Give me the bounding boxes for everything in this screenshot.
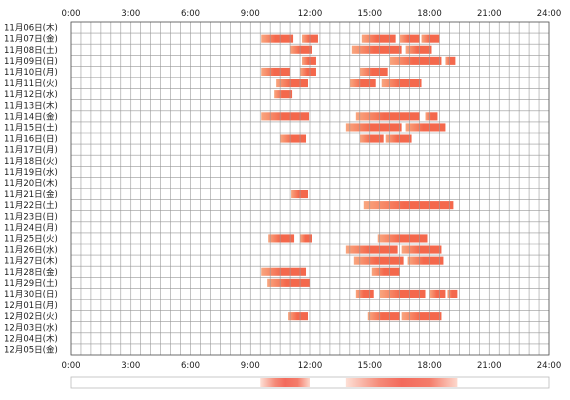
activity-bar (300, 67, 316, 76)
activity-bar (367, 312, 400, 321)
row-label: 11月25日(火) (4, 234, 58, 244)
row-label: 11月06日(木) (4, 23, 58, 34)
activity-bar (261, 267, 307, 276)
x-tick-label-top: 6:00 (181, 9, 200, 19)
activity-bar (361, 34, 396, 43)
row-label: 12月02日(火) (4, 312, 58, 322)
row-label: 11月19日(水) (4, 167, 58, 178)
row-label: 11月17日(月) (4, 146, 58, 156)
x-tick-label-top: 12:00 (298, 9, 323, 19)
activity-bar (425, 112, 438, 121)
activity-bar (291, 190, 309, 199)
row-label: 11月29日(土) (4, 278, 58, 289)
activity-bar (401, 312, 442, 321)
activity-bar (421, 34, 440, 43)
x-tick-label-top: 0:00 (61, 9, 80, 19)
row-label: 11月15日(土) (4, 122, 58, 133)
row-label: 11月22日(土) (4, 200, 58, 211)
activity-bar (359, 67, 388, 76)
activity-bar (267, 278, 310, 287)
row-label: 11月21日(金) (4, 189, 58, 200)
x-tick-label-top: 9:00 (241, 9, 260, 19)
row-label: 11月14日(金) (4, 111, 58, 122)
row-label: 11月20日(木) (4, 178, 58, 189)
activity-bar (280, 134, 307, 143)
row-label: 11月27日(木) (4, 256, 58, 267)
plot-border (70, 21, 550, 356)
activity-bar (445, 56, 456, 65)
activity-bar (345, 245, 398, 254)
row-label: 11月23日(日) (4, 212, 58, 222)
x-tick-label-bottom: 9:00 (241, 361, 260, 371)
x-tick-label-top: 24:00 (537, 9, 562, 19)
row-label: 11月10日(月) (4, 68, 58, 78)
x-tick-label-bottom: 6:00 (181, 361, 200, 371)
activity-bar (261, 34, 294, 43)
x-tick-label-bottom: 18:00 (417, 361, 442, 371)
activity-bar (349, 79, 376, 88)
activity-bar (359, 134, 384, 143)
activity-bar (261, 112, 310, 121)
activity-bar (300, 234, 312, 243)
x-tick-label-bottom: 24:00 (537, 361, 562, 371)
activity-bar (290, 45, 312, 54)
activity-bar (302, 56, 316, 65)
row-label: 11月30日(日) (4, 290, 58, 300)
activity-bar (345, 123, 402, 132)
activity-bar (405, 45, 432, 54)
row-label: 11月16日(日) (4, 135, 58, 145)
activity-bar (363, 201, 454, 210)
activity-bar (355, 289, 374, 298)
activity-bar (389, 56, 442, 65)
x-tick-label-bottom: 12:00 (298, 361, 323, 371)
row-label: 11月11日(火) (4, 79, 58, 89)
x-tick-label-top: 15:00 (358, 9, 383, 19)
activity-bar (268, 234, 295, 243)
row-label: 11月07日(金) (4, 34, 58, 45)
x-tick-label-top: 18:00 (417, 9, 442, 19)
density-segment (345, 378, 458, 387)
row-label: 11月09日(日) (4, 57, 58, 67)
activity-bar (276, 79, 309, 88)
activity-bar (371, 267, 400, 276)
activity-bar (385, 134, 412, 143)
activity-bar (401, 245, 442, 254)
activity-bar (407, 256, 444, 265)
activity-bar (429, 289, 446, 298)
row-label: 11月08日(土) (4, 45, 58, 56)
activity-bar (355, 112, 420, 121)
row-label: 11月28日(金) (4, 267, 58, 278)
activity-bar (381, 79, 422, 88)
row-label: 12月04日(木) (4, 333, 58, 344)
activity-bar (377, 234, 428, 243)
activity-bar (447, 289, 458, 298)
activity-bar (353, 256, 404, 265)
x-tick-label-bottom: 3:00 (121, 361, 140, 371)
activity-bar (351, 45, 402, 54)
x-tick-label-bottom: 15:00 (358, 361, 383, 371)
x-tick-label-bottom: 0:00 (61, 361, 80, 371)
row-label: 11月26日(水) (4, 245, 58, 256)
activity-bar (274, 90, 293, 99)
x-tick-label-bottom: 21:00 (477, 361, 502, 371)
row-label: 12月03日(水) (4, 322, 58, 333)
row-label: 12月05日(金) (4, 344, 58, 355)
x-tick-label-top: 3:00 (121, 9, 140, 19)
row-label: 11月13日(木) (4, 100, 58, 111)
x-tick-label-top: 21:00 (477, 9, 502, 19)
activity-bar (288, 312, 309, 321)
density-segment (260, 378, 310, 387)
activity-bar (405, 123, 446, 132)
row-label: 12月01日(月) (4, 301, 58, 311)
row-label: 11月18日(火) (4, 157, 58, 167)
activity-bar (379, 289, 426, 298)
row-label: 11月24日(月) (4, 223, 58, 233)
row-label: 11月12日(水) (4, 89, 58, 100)
activity-bar (261, 67, 291, 76)
